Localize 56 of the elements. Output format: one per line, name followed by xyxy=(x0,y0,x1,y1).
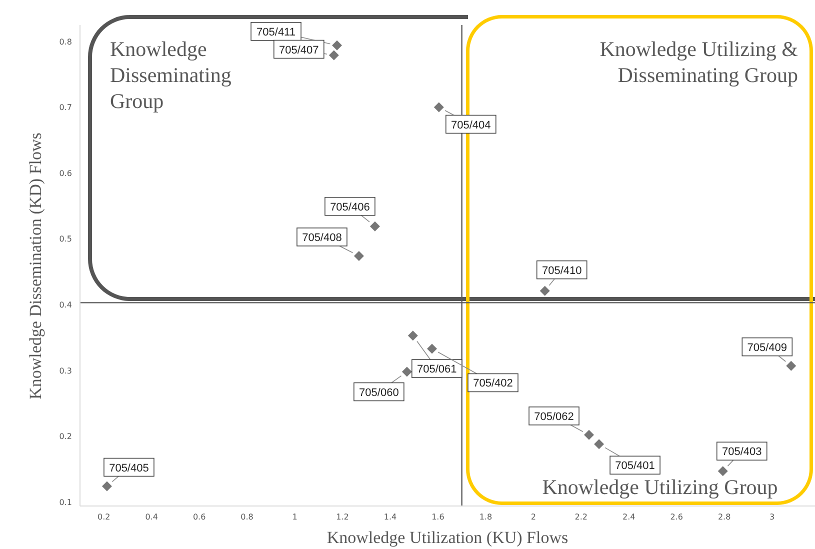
point xyxy=(102,481,112,492)
x-tick-label: 2.8 xyxy=(718,512,731,522)
y-tick-label: 0.1 xyxy=(59,498,72,507)
x-tick-label: 0.8 xyxy=(240,512,254,522)
point xyxy=(332,40,342,50)
annotation: 705/406 xyxy=(330,201,370,214)
annotation: 705/062 xyxy=(534,410,574,423)
y-tick-label: 0.2 xyxy=(59,432,72,442)
y-tick-label: 0.3 xyxy=(59,366,72,376)
annotation: 705/061 xyxy=(417,364,457,376)
y-tick-label: 0.8 xyxy=(59,37,72,46)
y-tick-label: 0.7 xyxy=(59,103,72,112)
annotation: 705/060 xyxy=(359,386,399,399)
point xyxy=(354,250,364,261)
annotation: 705/403 xyxy=(722,446,762,458)
point xyxy=(426,344,437,354)
x-tick-label: 2.2 xyxy=(574,512,588,522)
x-tick-label: 0.4 xyxy=(145,512,158,522)
annotation: Knowledge Utilizing & Disseminating Group xyxy=(598,36,798,88)
x-tick-label: 1.2 xyxy=(336,512,349,522)
annotation: 705/405 xyxy=(109,462,149,474)
annotation: 705/408 xyxy=(302,232,342,244)
x-tick-label: 0.6 xyxy=(192,512,206,522)
x-tick-label: 3 xyxy=(770,512,775,522)
annotation: 705/402 xyxy=(473,378,513,390)
x-tick-label: 1.8 xyxy=(479,512,492,522)
annotation: 705/409 xyxy=(747,342,788,354)
point xyxy=(328,50,339,60)
point xyxy=(408,330,418,341)
x-tick-label: 1 xyxy=(292,512,298,522)
annotation: Knowledge Disseminating Group xyxy=(110,36,232,114)
annotation: Knowledge Utilizing Group xyxy=(541,474,779,500)
annotation: 705/411 xyxy=(256,26,296,38)
annotation: 705/407 xyxy=(279,44,319,56)
point xyxy=(370,221,380,232)
point xyxy=(402,366,412,377)
point xyxy=(786,360,796,371)
point xyxy=(718,466,728,476)
point xyxy=(594,439,604,450)
point xyxy=(584,430,594,440)
point xyxy=(540,286,550,296)
x-tick-label: 1.4 xyxy=(384,512,397,522)
annotation: 705/404 xyxy=(451,119,491,132)
y-tick-label: 0.6 xyxy=(59,168,72,178)
y-tick-label: 0.5 xyxy=(59,234,72,244)
y-tick-label: 0.4 xyxy=(59,300,72,310)
x-axis-title: Knowledge Utilization (KU) Flows xyxy=(326,528,570,548)
x-tick-label: 0.2 xyxy=(97,512,110,522)
annotation: 705/401 xyxy=(615,460,655,472)
x-tick-label: 2 xyxy=(530,512,536,522)
x-tick-label: 2.4 xyxy=(622,512,636,522)
y-axis-title: Knowledge Dissemination (KD) Flows xyxy=(26,132,46,399)
x-tick-label: 2.6 xyxy=(670,512,683,522)
annotation: 705/410 xyxy=(542,264,582,277)
point xyxy=(434,102,444,112)
x-tick-label: 1.6 xyxy=(432,512,444,522)
